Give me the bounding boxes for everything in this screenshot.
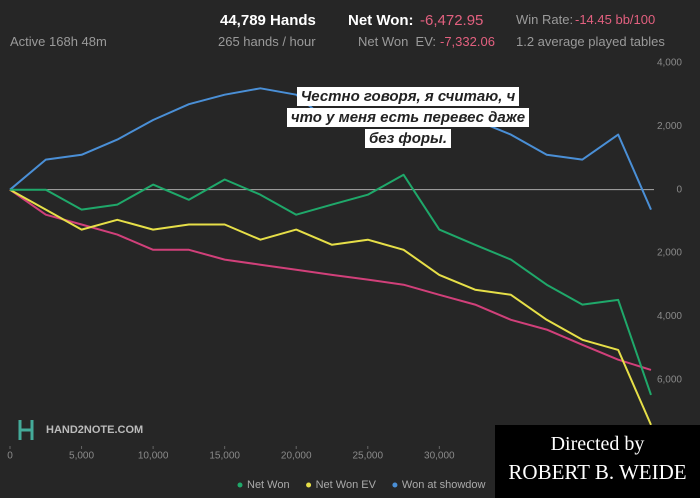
caption-line: без форы. xyxy=(364,129,452,148)
credit-line: Directed by xyxy=(550,433,645,455)
y-tick-label: 2,000 xyxy=(657,248,682,259)
x-tick-label: 0 xyxy=(7,451,13,462)
caption-line: Честно говоря, я считаю, ч xyxy=(296,87,520,106)
wr-label: Win Rate: xyxy=(516,12,574,27)
y-tick-label: 4,000 xyxy=(657,311,682,322)
logo: HAND2NOTE.COM xyxy=(46,424,143,436)
x-tick-label: 25,000 xyxy=(352,451,383,462)
hands: 44,789 Hands xyxy=(220,12,316,29)
hands-rate: 265 hands / hour xyxy=(218,34,316,49)
legend-label: Net Won xyxy=(247,479,290,491)
logo-icon xyxy=(18,420,34,440)
legend-swatch xyxy=(306,482,312,488)
legend-label: Net Won EV xyxy=(316,479,377,491)
series-line xyxy=(10,173,652,396)
net-label: Net Won: xyxy=(348,12,414,29)
legend-swatch xyxy=(237,482,243,488)
caption: Честно говоря, я считаю, ч что у меня ест… xyxy=(280,86,536,149)
net-value: -6,472.95 xyxy=(420,12,484,29)
wr-value: -14.45 bb/100 xyxy=(575,12,656,27)
x-tick-label: 5,000 xyxy=(69,451,94,462)
tables: 1.2 average played tables xyxy=(516,34,665,49)
credit-line: ROBERT B. WEIDE xyxy=(508,460,687,484)
legend-label: Won at showdow xyxy=(402,479,486,491)
x-tick-label: 30,000 xyxy=(424,451,455,462)
ev-value: -7,332.06 xyxy=(440,34,495,49)
series-line xyxy=(9,188,652,426)
x-tick-label: 10,000 xyxy=(138,451,169,462)
x-tick-label: 15,000 xyxy=(209,451,240,462)
y-tick-label: 0 xyxy=(676,184,682,195)
ev-label: Net Won EV: xyxy=(358,34,437,49)
y-tick-label: 6,000 xyxy=(657,374,682,385)
caption-line: что у меня есть перевес даже xyxy=(286,108,530,127)
y-tick-label: 2,000 xyxy=(657,121,682,132)
y-tick-label: 4,000 xyxy=(657,58,682,69)
active-time: Active 168h 48m xyxy=(10,34,107,49)
series-line xyxy=(9,188,652,371)
legend-swatch xyxy=(392,482,398,488)
x-tick-label: 20,000 xyxy=(281,451,312,462)
credits: Directed by ROBERT B. WEIDE xyxy=(495,425,700,498)
